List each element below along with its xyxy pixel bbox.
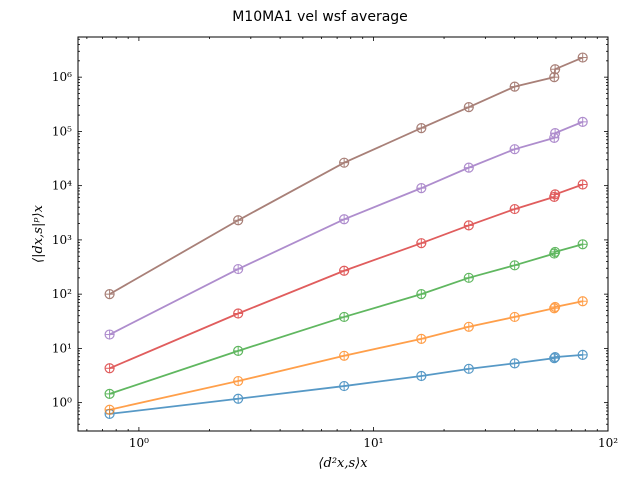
x-tick-label: 10⁰ (129, 436, 149, 450)
data-point (463, 220, 474, 231)
series-layer (104, 52, 588, 419)
data-point (550, 301, 561, 313)
y-tick-label: 10³ (52, 233, 72, 247)
data-point (104, 363, 115, 374)
data-point (104, 329, 115, 340)
data-point (509, 311, 520, 323)
data-point (577, 52, 588, 63)
y-tick-label: 10⁶ (52, 70, 72, 84)
data-point (339, 157, 350, 168)
data-point (416, 333, 427, 344)
data-point (577, 179, 588, 190)
series-line (109, 121, 584, 336)
y-tick-label: 10⁵ (52, 124, 72, 138)
data-point (577, 296, 588, 307)
plot-area (104, 52, 588, 419)
series-line (109, 56, 584, 295)
y-tick-label: 10⁴ (52, 179, 72, 193)
plot-frame (77, 36, 609, 432)
series-4 (104, 179, 588, 374)
data-point (509, 144, 520, 155)
y-tick-label: 10¹ (52, 341, 72, 355)
data-point (463, 363, 474, 374)
data-point (550, 352, 561, 363)
data-point (416, 289, 427, 300)
y-axis: 10⁰ 10¹ 10² 10³ 10⁴ 10⁵ 10⁶ (52, 38, 608, 432)
data-point (104, 404, 115, 415)
data-point (339, 350, 350, 361)
data-point (104, 289, 115, 300)
data-point (104, 388, 115, 399)
y-axis-label: ⟨|dx,s|ᵖ⟩x (31, 204, 46, 263)
data-point (233, 393, 244, 404)
data-point (233, 345, 244, 356)
data-point (577, 349, 588, 360)
data-point (339, 214, 350, 225)
data-point (233, 375, 244, 387)
data-point (509, 81, 520, 92)
data-point (416, 370, 427, 382)
series-1 (104, 349, 588, 419)
data-point (509, 203, 520, 215)
data-point (509, 260, 520, 271)
data-point (550, 64, 561, 75)
data-point (233, 308, 244, 319)
x-axis-label: ⟨d²x,s⟩x (318, 456, 368, 471)
series-2 (104, 296, 588, 415)
data-point (550, 246, 561, 258)
data-point (233, 215, 244, 226)
series-3 (104, 239, 588, 399)
data-point (339, 311, 350, 323)
data-point (339, 265, 350, 276)
chart-title: M10MA1 vel wsf average (232, 9, 408, 25)
data-point (509, 358, 520, 369)
data-point (463, 272, 474, 283)
data-point (550, 128, 561, 139)
x-tick-label: 10² (598, 436, 618, 450)
data-point (339, 380, 350, 392)
data-point (550, 189, 561, 200)
series-6 (104, 52, 588, 300)
series-5 (104, 116, 588, 340)
data-point (463, 162, 474, 173)
data-point (577, 239, 588, 250)
data-point (463, 321, 474, 332)
data-point (416, 123, 427, 134)
y-tick-label: 10⁰ (52, 396, 72, 410)
data-point (463, 102, 474, 113)
x-tick-label: 10¹ (363, 436, 383, 450)
data-point (233, 263, 244, 275)
data-point (416, 183, 427, 194)
data-point (577, 116, 588, 127)
x-axis: 10⁰ 10¹ 10² (86, 37, 618, 450)
y-tick-label: 10² (52, 287, 72, 301)
data-point (416, 238, 427, 249)
